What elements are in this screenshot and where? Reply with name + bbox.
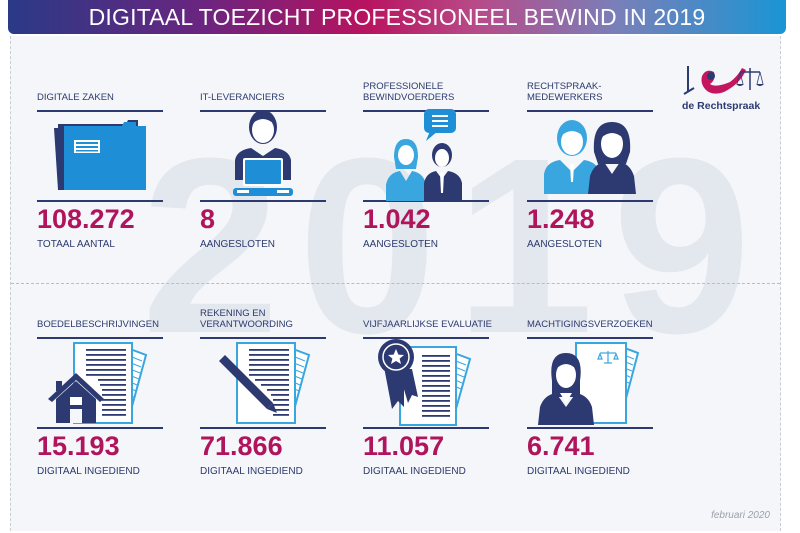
date-footnote: februari 2020 [711, 510, 770, 521]
stat-card-boedelbeschrijvingen: BOEDELBESCHRIJVINGEN 15.193 DIGITAAL ING… [37, 319, 163, 477]
bottom-rule [37, 200, 163, 202]
top-rule [200, 337, 326, 339]
stat-caption: TOTAAL AANTAL [37, 239, 115, 250]
stat-caption: DIGITAAL INGEDIEND [200, 466, 303, 477]
top-rule [37, 110, 163, 112]
icon-area [37, 339, 163, 427]
stat-card-professionele-bewindvoerders: PROFESSIONELE BEWINDVOERDERS 1.042 AANGE… [363, 81, 489, 250]
icon-area [527, 339, 653, 427]
man-woman-icon [544, 120, 636, 194]
icon-area [527, 112, 653, 200]
stat-value: 6.741 [527, 431, 595, 461]
people-chat-icon [386, 109, 462, 201]
stat-label: BOEDELBESCHRIJVINGEN [37, 319, 159, 330]
bottom-rule [527, 200, 653, 202]
stat-label: REKENING EN VERANTWOORDING [200, 308, 293, 330]
stat-label: VIJFJAARLIJKSE EVALUATIE [363, 319, 492, 330]
stat-caption: AANGESLOTEN [363, 239, 439, 250]
stat-label: RECHTSPRAAK-MEDEWERKERS [527, 81, 603, 103]
lady-justice-logo-icon [683, 66, 764, 95]
logo-text: de Rechtspraak [682, 100, 761, 112]
infographic-panel: 2019 [10, 36, 781, 531]
stat-card-rechtspraak-medewerkers: RECHTSPRAAK-MEDEWERKERS 1.248 AANGESLOTE… [527, 81, 653, 250]
stat-label: MACHTIGINGSVERZOEKEN [527, 319, 653, 330]
stat-card-machtigingsverzoeken: MACHTIGINGSVERZOEKEN 6.741 DIGITAAL INGE… [527, 319, 653, 477]
icon-area [363, 339, 489, 427]
stat-value: 1.248 [527, 204, 595, 234]
stat-label: PROFESSIONELE BEWINDVOERDERS [363, 81, 455, 103]
top-rule [527, 110, 653, 112]
rechtspraak-logo: de Rechtspraak [680, 62, 770, 117]
stat-label: DIGITALE ZAKEN [37, 92, 114, 103]
award-document-icon [378, 339, 472, 426]
woman-scales-document-icon [538, 342, 640, 425]
icon-area [200, 339, 326, 427]
top-rule [363, 337, 489, 339]
stat-card-it-leveranciers: IT-LEVERANCIERS 8 AANGESLOTEN [200, 92, 326, 250]
stat-value: 8 [200, 204, 216, 234]
stat-caption: DIGITAAL INGEDIEND [37, 466, 140, 477]
icon-area [200, 110, 326, 200]
bottom-rule [527, 427, 653, 429]
bottom-rule [200, 200, 326, 202]
stat-label: IT-LEVERANCIERS [200, 92, 285, 103]
stat-card-vijfjaarlijkse-evaluatie: VIJFJAARLIJKSE EVALUATIE 11.057 DIGITAAL… [363, 319, 492, 477]
stat-caption: DIGITAAL INGEDIEND [527, 466, 630, 477]
bottom-rule [200, 427, 326, 429]
stat-caption: AANGESLOTEN [527, 239, 603, 250]
stat-value: 15.193 [37, 431, 120, 461]
icon-area [37, 112, 163, 200]
folder-icon [54, 120, 146, 190]
icon-area [363, 109, 489, 201]
stat-value: 71.866 [200, 431, 283, 461]
stat-value: 108.272 [37, 204, 135, 234]
bottom-rule [363, 427, 489, 429]
bottom-rule [37, 427, 163, 429]
house-document-icon [48, 342, 148, 424]
stat-value: 1.042 [363, 204, 431, 234]
top-rule [37, 337, 163, 339]
page-title: DIGITAAL TOEZICHT PROFESSIONEEL BEWIND I… [88, 3, 706, 30]
top-rule [527, 337, 653, 339]
person-laptop-icon [233, 110, 293, 196]
stat-caption: AANGESLOTEN [200, 239, 276, 250]
stat-caption: DIGITAAL INGEDIEND [363, 466, 466, 477]
pencil-document-icon [219, 342, 311, 424]
stat-card-digitale-zaken: DIGITALE ZAKEN 108.272 TOTAAL AANTAL [37, 92, 163, 250]
row-divider [11, 283, 780, 284]
stat-card-rekening-en-verantwoording: REKENING EN VERANTWOORDING 71.866 DIGITA… [200, 308, 326, 477]
stat-value: 11.057 [363, 431, 445, 461]
title-banner: DIGITAAL TOEZICHT PROFESSIONEEL BEWIND I… [8, 0, 786, 34]
